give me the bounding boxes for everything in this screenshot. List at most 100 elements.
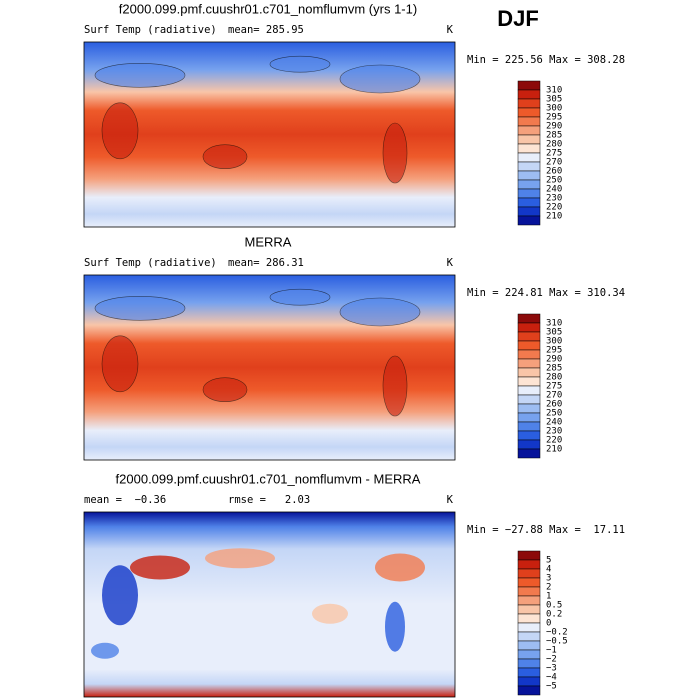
colorbar-box — [517, 197, 541, 208]
colorbar-label: −3 — [546, 664, 557, 674]
units-label: K — [447, 494, 454, 506]
colorbar-box — [517, 340, 541, 351]
colorbar-box — [517, 439, 541, 450]
map-frame — [83, 274, 456, 461]
colorbar-box — [517, 676, 541, 687]
land-mass — [101, 102, 139, 160]
land-mass — [94, 63, 186, 88]
colorbar-label: 250 — [546, 409, 562, 419]
colorbar-label: 210 — [546, 445, 562, 455]
map-feature — [385, 601, 405, 652]
colorbar-label: 270 — [546, 158, 562, 168]
colorbar-label: 250 — [546, 176, 562, 186]
colorbar-box — [517, 313, 541, 324]
colorbar-label: 310 — [546, 86, 562, 96]
colorbar-box — [517, 376, 541, 387]
colorbar-label: 5 — [546, 556, 551, 566]
variable-label: Surf Temp (radiative) — [84, 24, 217, 36]
colorbar-box — [517, 448, 541, 459]
land-mass — [269, 288, 331, 306]
colorbar-box — [517, 550, 541, 561]
land-mass — [269, 55, 331, 73]
colorbar-label: 0.5 — [546, 601, 562, 611]
land-mass — [101, 335, 139, 393]
colorbar-box — [517, 685, 541, 696]
colorbar-label: 270 — [546, 391, 562, 401]
colorbar-label: 285 — [546, 364, 562, 374]
land-mass — [339, 64, 421, 94]
colorbar-box — [517, 604, 541, 615]
colorbar-box — [517, 586, 541, 597]
colorbar-label: 260 — [546, 400, 562, 410]
colorbar-box — [517, 631, 541, 642]
mean-label: mean= 286.31 — [228, 257, 304, 269]
colorbar-box — [517, 367, 541, 378]
colorbar-label: 230 — [546, 427, 562, 437]
colorbar-box — [517, 179, 541, 190]
colorbar-box — [517, 143, 541, 154]
colorbar-label: −0.2 — [546, 628, 568, 638]
map-frame — [83, 41, 456, 228]
colorbar-box — [517, 649, 541, 660]
colorbar-box — [517, 170, 541, 181]
colorbar-box — [517, 98, 541, 109]
colorbar-label: −1 — [546, 646, 557, 656]
land-mass — [94, 295, 186, 321]
colorbar-box — [517, 206, 541, 217]
land-mass — [202, 377, 248, 403]
colorbar-box — [517, 568, 541, 579]
colorbar-box — [517, 421, 541, 432]
land-mass — [382, 355, 408, 417]
units-label: K — [447, 257, 454, 269]
colorbar-box — [517, 116, 541, 127]
colorbar-label: 305 — [546, 328, 562, 338]
colorbar-label: 3 — [546, 574, 551, 584]
colorbar-label: 275 — [546, 382, 562, 392]
colorbar-label: −0.5 — [546, 637, 568, 647]
colorbar-box — [517, 613, 541, 624]
colorbar-box — [517, 403, 541, 414]
colorbar-label: 4 — [546, 565, 551, 575]
colorbar-box — [517, 134, 541, 145]
colorbar-box — [517, 107, 541, 118]
colorbar-box — [517, 152, 541, 163]
colorbar-box — [517, 394, 541, 405]
map-feature — [102, 565, 138, 626]
panel-title: MERRA — [245, 234, 292, 249]
colorbar-box — [517, 161, 541, 172]
colorbar-box — [517, 125, 541, 136]
colorbar-label: 280 — [546, 373, 562, 383]
colorbar-box — [517, 559, 541, 570]
units-label: K — [447, 24, 454, 36]
colorbar-label: 260 — [546, 167, 562, 177]
colorbar-label: 0.2 — [546, 610, 562, 620]
map-feature — [312, 603, 348, 624]
colorbar-label: 220 — [546, 203, 562, 213]
colorbar-label: 275 — [546, 149, 562, 159]
colorbar-box — [517, 640, 541, 651]
colorbar-label: 230 — [546, 194, 562, 204]
range-label: Min = 224.81 Max = 310.34 — [467, 287, 625, 299]
colorbar-label: 2 — [546, 583, 551, 593]
map-feature — [91, 642, 119, 659]
colorbar-box — [517, 89, 541, 100]
colorbar-box — [517, 622, 541, 633]
colorbar-label: 220 — [546, 436, 562, 446]
colorbar-box — [517, 349, 541, 360]
colorbar-box — [517, 358, 541, 369]
colorbar-label: 300 — [546, 337, 562, 347]
map-frame — [83, 511, 456, 698]
colorbar-label: 290 — [546, 355, 562, 365]
colorbar-label: 310 — [546, 319, 562, 329]
land-mass — [339, 297, 421, 327]
colorbar-label: −2 — [546, 655, 557, 665]
variable-label: Surf Temp (radiative) — [84, 257, 217, 269]
colorbar-label: 280 — [546, 140, 562, 150]
colorbar-box — [517, 595, 541, 606]
map-feature — [130, 555, 190, 580]
colorbar-box — [517, 80, 541, 91]
season-label: DJF — [497, 6, 539, 31]
colorbar-label: 0 — [546, 619, 551, 629]
colorbar-box — [517, 322, 541, 333]
